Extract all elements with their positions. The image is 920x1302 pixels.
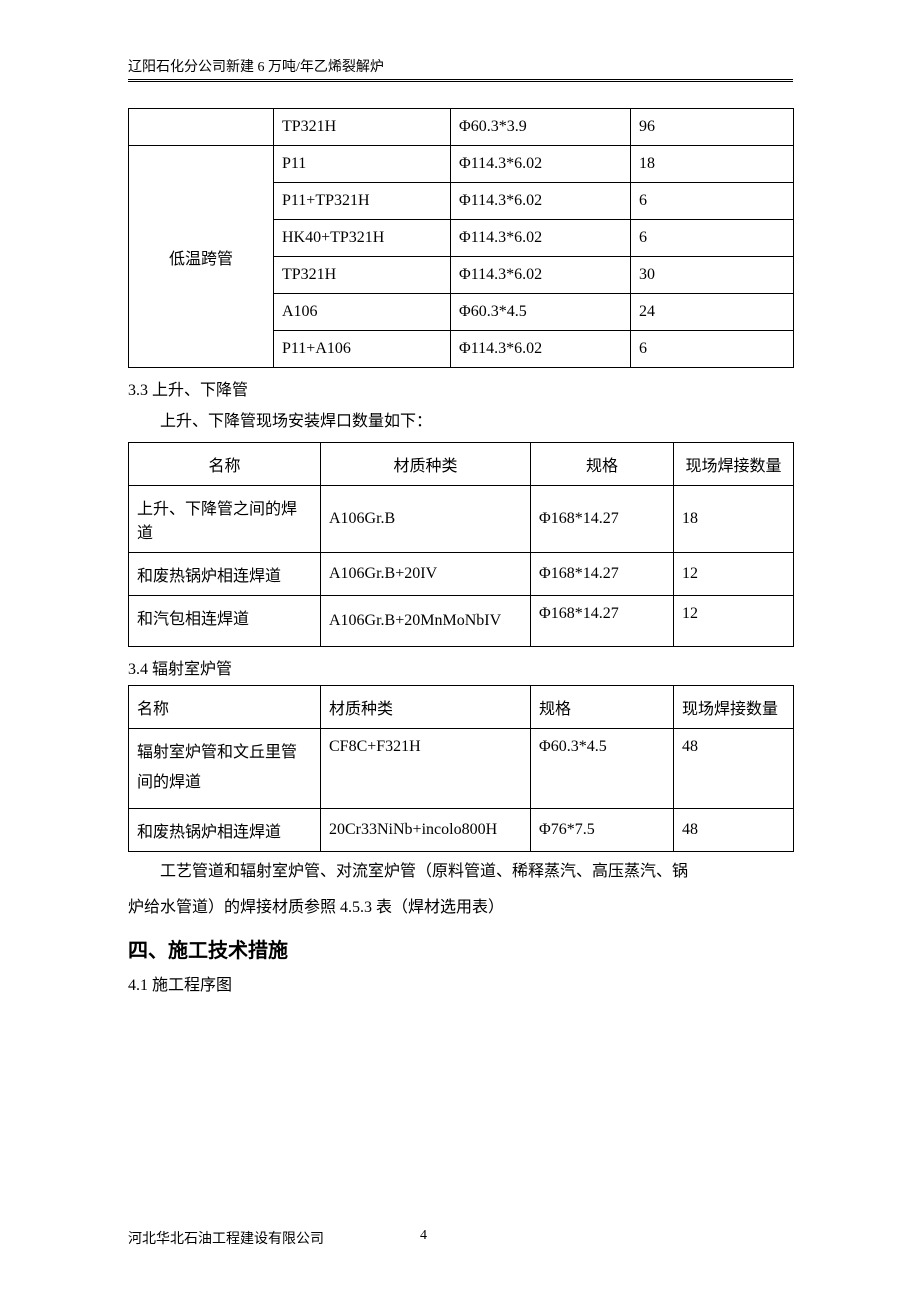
paragraph-line1: 工艺管道和辐射室炉管、对流室炉管（原料管道、稀释蒸汽、高压蒸汽、锅 (128, 856, 810, 888)
table-row: 和汽包相连焊道 A106Gr.B+20MnMoNbIV Φ168*14.27 1… (129, 596, 794, 647)
cell-blank (129, 109, 274, 146)
cell-spec: Φ168*14.27 (531, 596, 674, 647)
col-name: 名称 (129, 686, 321, 729)
col-spec: 规格 (531, 443, 674, 486)
section-4-1-heading: 4.1 施工程序图 (128, 971, 810, 995)
cell-material: P11 (274, 146, 451, 183)
page-footer: 河北华北石油工程建设有限公司 4 (128, 1228, 793, 1248)
cell-spec: Φ114.3*6.02 (451, 257, 631, 294)
cell-spec: Φ168*14.27 (531, 553, 674, 596)
footer-company: 河北华北石油工程建设有限公司 (128, 1228, 324, 1248)
col-material: 材质种类 (321, 686, 531, 729)
cell-material: P11+A106 (274, 331, 451, 368)
cell-material: 20Cr33NiNb+incolo800H (321, 808, 531, 851)
cell-qty: 12 (674, 596, 794, 647)
cell-name: 和废热锅炉相连焊道 (129, 553, 321, 596)
cell-qty: 48 (674, 808, 794, 851)
cell-material: TP321H (274, 109, 451, 146)
page-header: 辽阳石化分公司新建 6 万吨/年乙烯裂解炉 (128, 56, 793, 82)
cell-qty: 30 (631, 257, 794, 294)
cell-spec: Φ60.3*4.5 (531, 729, 674, 809)
cell-material: TP321H (274, 257, 451, 294)
cell-material: A106Gr.B+20MnMoNbIV (321, 596, 531, 647)
col-qty: 现场焊接数量 (674, 686, 794, 729)
cell-spec: Φ60.3*3.9 (451, 109, 631, 146)
cell-qty: 6 (631, 183, 794, 220)
cell-material: A106Gr.B (321, 486, 531, 553)
table-row: 和废热锅炉相连焊道 20Cr33NiNb+incolo800H Φ76*7.5 … (129, 808, 794, 851)
cell-qty: 18 (631, 146, 794, 183)
header-title: 辽阳石化分公司新建 6 万吨/年乙烯裂解炉 (128, 56, 793, 79)
section-4-heading: 四、施工技术措施 (128, 934, 810, 963)
cell-material: A106Gr.B+20IV (321, 553, 531, 596)
cell-spec: Φ114.3*6.02 (451, 146, 631, 183)
page-content: 辽阳石化分公司新建 6 万吨/年乙烯裂解炉 TP321H Φ60.3*3.9 9… (0, 0, 920, 1051)
col-material: 材质种类 (321, 443, 531, 486)
cell-spec: Φ114.3*6.02 (451, 331, 631, 368)
cell-spec: Φ76*7.5 (531, 808, 674, 851)
cell-material: CF8C+F321H (321, 729, 531, 809)
paragraph-line2: 炉给水管道）的焊接材质参照 4.5.3 表（焊材选用表） (128, 892, 810, 924)
col-name: 名称 (129, 443, 321, 486)
table-header-row: 名称 材质种类 规格 现场焊接数量 (129, 443, 794, 486)
table-header-row: 名称 材质种类 规格 现场焊接数量 (129, 686, 794, 729)
table-row: TP321H Φ60.3*3.9 96 (129, 109, 794, 146)
cell-group-label: 低温跨管 (129, 146, 274, 368)
table-riser-downcomer: 名称 材质种类 规格 现场焊接数量 上升、下降管之间的焊道 A106Gr.B Φ… (128, 442, 794, 647)
cell-qty: 48 (674, 729, 794, 809)
section-3-3-heading: 3.3 上升、下降管 (128, 376, 810, 400)
section-3-3-intro: 上升、下降管现场安装焊口数量如下： (128, 406, 810, 438)
cell-name: 辐射室炉管和文丘里管间的焊道 (129, 729, 321, 809)
col-spec: 规格 (531, 686, 674, 729)
cell-material: A106 (274, 294, 451, 331)
table-row: 上升、下降管之间的焊道 A106Gr.B Φ168*14.27 18 (129, 486, 794, 553)
table-row: 低温跨管 P11 Φ114.3*6.02 18 (129, 146, 794, 183)
cell-qty: 6 (631, 220, 794, 257)
cell-qty: 24 (631, 294, 794, 331)
cell-name: 上升、下降管之间的焊道 (129, 486, 321, 553)
cell-material: P11+TP321H (274, 183, 451, 220)
cell-spec: Φ114.3*6.02 (451, 183, 631, 220)
table-crossover-pipes: TP321H Φ60.3*3.9 96 低温跨管 P11 Φ114.3*6.02… (128, 108, 794, 368)
cell-qty: 6 (631, 331, 794, 368)
cell-qty: 12 (674, 553, 794, 596)
cell-spec: Φ114.3*6.02 (451, 220, 631, 257)
col-qty: 现场焊接数量 (674, 443, 794, 486)
table-radiant-tubes: 名称 材质种类 规格 现场焊接数量 辐射室炉管和文丘里管间的焊道 CF8C+F3… (128, 685, 794, 852)
cell-qty: 18 (674, 486, 794, 553)
cell-material: HK40+TP321H (274, 220, 451, 257)
section-3-4-heading: 3.4 辐射室炉管 (128, 655, 810, 679)
table-row: 和废热锅炉相连焊道 A106Gr.B+20IV Φ168*14.27 12 (129, 553, 794, 596)
header-rule-thin (128, 81, 793, 82)
cell-spec: Φ60.3*4.5 (451, 294, 631, 331)
footer-page-number: 4 (420, 1228, 427, 1244)
cell-name: 和汽包相连焊道 (129, 596, 321, 647)
cell-qty: 96 (631, 109, 794, 146)
cell-name: 和废热锅炉相连焊道 (129, 808, 321, 851)
cell-spec: Φ168*14.27 (531, 486, 674, 553)
table-row: 辐射室炉管和文丘里管间的焊道 CF8C+F321H Φ60.3*4.5 48 (129, 729, 794, 809)
